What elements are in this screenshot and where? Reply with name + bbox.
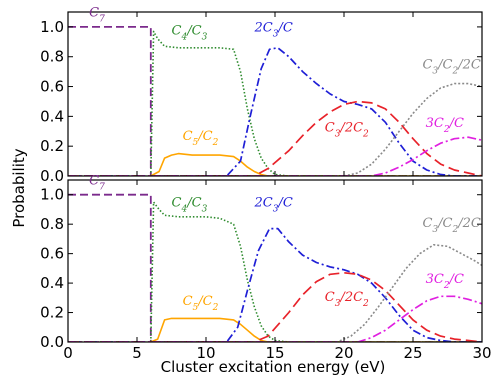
series-label-c7: C7 [89, 5, 105, 24]
series-line-3c2-c [68, 295, 482, 342]
series-label-2c3-c: 2C3/C [253, 20, 292, 39]
x-tick-label: 0 [63, 344, 73, 362]
series-line-c3-c2-2c [68, 82, 482, 176]
x-axis-title: Cluster excitation energy (eV) [161, 358, 386, 376]
series-label-c3-c2-2c: C3/C2/2C [422, 216, 480, 235]
series-label-c5-c2: C5/C2 [183, 129, 219, 148]
y-tick-label: 0.6 [40, 245, 64, 263]
y-tick-label: 0.0 [40, 333, 64, 351]
series-line-2c3-c [68, 227, 482, 342]
y-tick-label: 0.4 [40, 274, 64, 292]
y-tick-label: 0.8 [40, 48, 64, 66]
y-tick-label: 0.2 [40, 137, 64, 155]
series-label-c5-c2: C5/C2 [183, 294, 219, 313]
x-tick-label: 30 [472, 344, 491, 362]
series-label-c3-c2-2c: C3/C2/2C [422, 58, 480, 77]
series-lines [68, 193, 482, 342]
series-line-c4-c3 [150, 201, 482, 342]
series-line-2c3-c [68, 46, 482, 176]
y-tick-label: 1.0 [40, 18, 64, 36]
series-lines [68, 26, 482, 176]
series-label-3c2-c: 3C2/C [426, 272, 464, 291]
x-tick-labels: 0 5 10 15 20 25 30 [63, 344, 491, 362]
series-label-3c2-c: 3C2/C [426, 116, 464, 135]
series-label-c3-2c2: C3/2C2 [325, 120, 369, 139]
y-tick-label: 0.4 [40, 107, 64, 125]
series-line-c4-c3 [150, 30, 482, 176]
series-label-c4-c3: C4/C3 [172, 23, 208, 42]
series-label-c3-2c2: C3/2C2 [325, 290, 369, 309]
y-tick-label: 0.8 [40, 215, 64, 233]
x-tick-label: 10 [196, 344, 215, 362]
series-line-c7 [68, 193, 482, 342]
series-line-c3-2c2 [68, 271, 482, 342]
y-tick-label: 0.2 [40, 304, 64, 322]
y-tick-label: 1.0 [40, 186, 64, 204]
panel-top: 0.0 0.2 0.4 0.6 0.8 1.0 C7 C4/C3 2C3/C C5/C2 C3/2C… [40, 5, 483, 185]
x-tick-label: 20 [334, 344, 353, 362]
y-tick-label: 0.6 [40, 78, 64, 96]
panel-bottom: 0.0 0.2 0.4 0.6 0.8 1.0 C7 C4/C3 2C3/C C5/C2 C3/2C… [40, 173, 483, 351]
series-label-2c3-c: 2C3/C [253, 196, 292, 215]
x-tick-label: 5 [132, 344, 142, 362]
series-line-c5-c2 [150, 152, 482, 176]
series-line-c3-c2-2c [68, 244, 482, 342]
chart-panels: 0.0 0.2 0.4 0.6 0.8 1.0 C7 C4/C3 2C3/C C5/C2 C3/2C… [40, 5, 483, 351]
series-line-3c2-c [68, 136, 482, 176]
x-tick-label: 25 [403, 344, 422, 362]
y-axis-title: Probability [10, 148, 28, 227]
series-line-c5-c2 [150, 317, 482, 342]
series-line-c7 [68, 26, 482, 176]
x-tick-label: 15 [265, 344, 284, 362]
series-label-c7: C7 [89, 173, 105, 192]
series-label-c4-c3: C4/C3 [172, 196, 208, 215]
y-tick-label: 0.0 [40, 167, 64, 185]
series-line-c3-2c2 [68, 100, 482, 176]
